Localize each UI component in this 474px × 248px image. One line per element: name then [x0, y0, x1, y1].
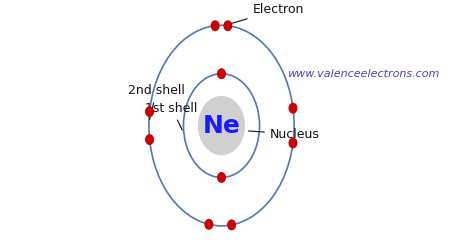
- Ellipse shape: [211, 21, 219, 31]
- Text: Ne: Ne: [202, 114, 240, 138]
- Ellipse shape: [146, 135, 154, 144]
- Text: 1st shell: 1st shell: [146, 102, 198, 130]
- Ellipse shape: [199, 96, 244, 155]
- Ellipse shape: [218, 69, 225, 78]
- Text: Nucleus: Nucleus: [248, 128, 320, 141]
- Text: 2nd shell: 2nd shell: [128, 85, 185, 120]
- Text: Electron: Electron: [228, 3, 304, 25]
- Ellipse shape: [218, 173, 225, 182]
- Ellipse shape: [224, 21, 232, 31]
- Ellipse shape: [146, 107, 154, 116]
- Ellipse shape: [289, 138, 297, 148]
- Ellipse shape: [228, 220, 236, 230]
- Text: www.valenceelectrons.com: www.valenceelectrons.com: [287, 69, 439, 79]
- Ellipse shape: [289, 103, 297, 113]
- Ellipse shape: [205, 219, 213, 229]
